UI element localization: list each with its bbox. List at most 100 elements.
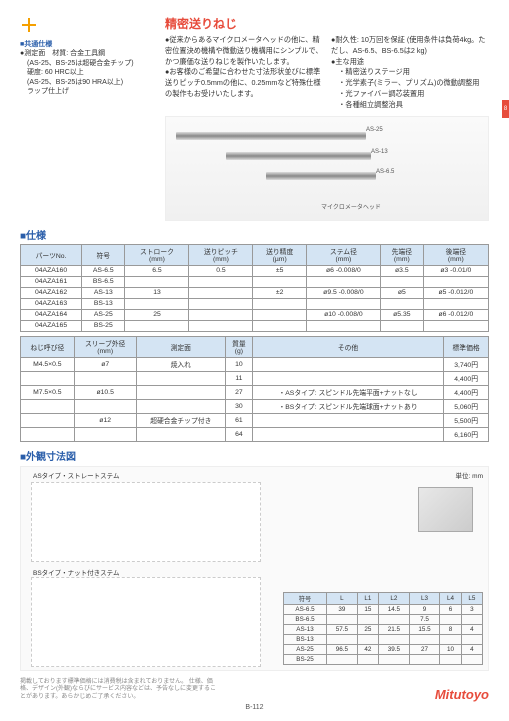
table-cell: 14.5 (379, 604, 410, 614)
table-cell (409, 634, 440, 644)
table-row: BS-6.57.5 (284, 614, 483, 624)
table-cell: 4,400円 (444, 385, 489, 399)
table-cell (189, 276, 253, 287)
intro-line: ●耐久性: 10万回を保証 (使用条件は負荷4kg。ただし、AS-6.5、BS-… (331, 35, 489, 57)
table-cell: AS-6.5 (284, 604, 327, 614)
product-image-area: AS-25 AS-13 AS-6.5 マイクロメータヘッド (165, 116, 489, 221)
table-cell (327, 634, 358, 644)
table-cell: 10 (225, 357, 252, 371)
table-cell: BS-6.5 (82, 276, 125, 287)
table-cell: 6 (440, 604, 461, 614)
table-cell: ø3.5 (380, 265, 423, 276)
table-cell: 96.5 (327, 644, 358, 654)
table-cell (74, 427, 136, 441)
table-cell: 0.5 (189, 265, 253, 276)
table-cell: 5,500円 (444, 413, 489, 427)
intro-line: ●お客様のご希望に合わせた寸法形状並びに標準送りピッチ0.5mmの他に、0.25… (165, 67, 323, 99)
table-cell (461, 654, 482, 664)
table-cell: 15 (357, 604, 378, 614)
common-specs-heading: ■共通仕様 (20, 40, 142, 49)
table-cell: 04AZA164 (21, 309, 82, 320)
table-cell (379, 614, 410, 624)
table-cell (189, 320, 253, 331)
table-cell (379, 634, 410, 644)
table-cell: 4 (461, 644, 482, 654)
table-cell (357, 634, 378, 644)
spec-table-2: ねじ呼び径スリーブ外径(mm)測定面質量(g)その他標準価格M4.5×0.5ø7… (20, 336, 489, 442)
table-header: ストローク(mm) (125, 244, 189, 265)
table-cell: 超硬合金チップ付き (136, 413, 225, 427)
table-cell (125, 320, 189, 331)
table-cell (189, 298, 253, 309)
table-cell (380, 298, 423, 309)
table-cell: 30 (225, 399, 252, 413)
unit-label: 単位: mm (456, 470, 483, 480)
table-cell (125, 276, 189, 287)
table-cell (440, 614, 461, 624)
table-cell (125, 298, 189, 309)
intro-text: ●従来からあるマイクロメータヘッドの他に、精密位置決め機構や微動送り機構用にシン… (165, 35, 489, 111)
table-cell (306, 276, 380, 287)
table-header: 質量(g) (225, 336, 252, 357)
intro-line: ・光ファイバー調芯装置用 (331, 89, 489, 100)
table-cell (21, 399, 75, 413)
table-cell (357, 614, 378, 624)
table-cell: ・ASタイプ: スピンドル先端平面+ナットなし (252, 385, 443, 399)
table-row: ø12超硬合金チップ付き615,500円 (21, 413, 489, 427)
table-row: 04AZA160AS-6.56.50.5±5ø6 -0.008/0ø3.5ø3 … (21, 265, 489, 276)
table-cell: 21.5 (379, 624, 410, 634)
table-cell (252, 357, 443, 371)
table-header: 符号 (82, 244, 125, 265)
table-cell (136, 427, 225, 441)
table-cell (423, 320, 488, 331)
table-cell: ø6 -0.012/0 (423, 309, 488, 320)
img-label: AS-25 (366, 127, 383, 133)
table-cell (189, 287, 253, 298)
table-cell (306, 320, 380, 331)
intro-line: ・各種組立調整治具 (331, 100, 489, 111)
table-header: パーツNo. (21, 244, 82, 265)
table-cell (423, 298, 488, 309)
table-cell (357, 654, 378, 664)
drawing-bs (31, 577, 261, 667)
table-cell: 9 (409, 604, 440, 614)
table-cell: 3 (461, 604, 482, 614)
table-header: L4 (440, 592, 461, 604)
table-cell (380, 276, 423, 287)
table-cell: ø5 -0.012/0 (423, 287, 488, 298)
table-cell (440, 634, 461, 644)
table-header: 測定面 (136, 336, 225, 357)
intro-line: ・光学素子(ミラー、プリズム)の微動調整用 (331, 78, 489, 89)
page-number: B-112 (20, 704, 489, 711)
side-tab: 8 (502, 100, 509, 118)
table-row: 04AZA164AS-2525ø10 -0.008/0ø5.35ø6 -0.01… (21, 309, 489, 320)
table-cell (74, 371, 136, 385)
spec-line: ●測定面 材質: 合金工具鋼 (20, 49, 142, 58)
table-header: L (327, 592, 358, 604)
disclaimer-text: 掲載しております標準価格には消費税は含まれておりません。 仕様、価格、デザイン(… (20, 679, 220, 702)
table-cell (409, 654, 440, 664)
table-row: BS-25 (284, 654, 483, 664)
table-cell (136, 399, 225, 413)
table-cell: BS-25 (284, 654, 327, 664)
table-cell (461, 634, 482, 644)
page-footer: 掲載しております標準価格には消費税は含まれておりません。 仕様、価格、デザイン(… (20, 679, 489, 702)
table-cell (252, 371, 443, 385)
table-cell: 11 (225, 371, 252, 385)
table-cell: ø10 -0.008/0 (306, 309, 380, 320)
table-cell: ±5 (253, 265, 306, 276)
table-cell: BS-13 (82, 298, 125, 309)
table-cell (189, 309, 253, 320)
table-cell: 焼入れ (136, 357, 225, 371)
table-cell: 04AZA165 (21, 320, 82, 331)
table-row: M4.5×0.5ø7焼入れ103,740円 (21, 357, 489, 371)
table-cell: AS-13 (284, 624, 327, 634)
table-header: L5 (461, 592, 482, 604)
table-cell (379, 654, 410, 664)
table-cell: M4.5×0.5 (21, 357, 75, 371)
table-cell: AS-6.5 (82, 265, 125, 276)
table-header: スリーブ外径(mm) (74, 336, 136, 357)
table-row: 04AZA162AS-1313±2ø9.5 -0.008/0ø5ø5 -0.01… (21, 287, 489, 298)
table-row: AS-1357.52521.515.584 (284, 624, 483, 634)
table-cell: 6,160円 (444, 427, 489, 441)
